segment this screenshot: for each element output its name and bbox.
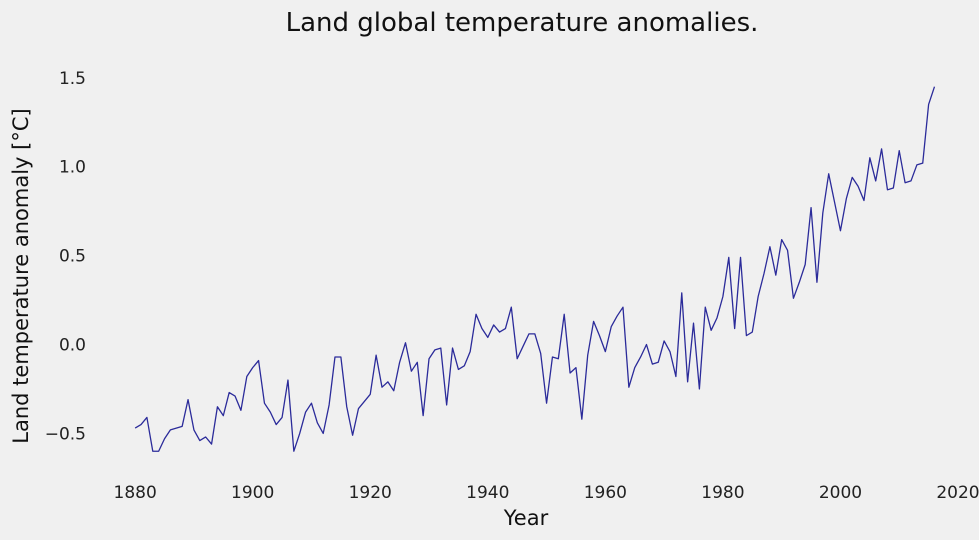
x-tick-label: 1960: [584, 483, 627, 503]
series-line: [134, 86, 936, 452]
y-tick-label: 0.0: [59, 336, 86, 356]
x-tick-label: 1980: [701, 483, 744, 503]
y-axis: −0.5 0.0 0.5 1.0 1.5: [45, 69, 86, 445]
x-tick-label: 1920: [349, 483, 392, 503]
series-group: [134, 86, 936, 452]
x-tick-label: 1900: [231, 483, 274, 503]
x-tick-label: 1880: [114, 483, 157, 503]
y-tick-label: −0.5: [45, 424, 86, 444]
y-tick-label: 1.0: [59, 158, 86, 178]
y-axis-label: Land temperature anomaly [°C]: [9, 108, 33, 443]
x-tick-label: 2000: [819, 483, 862, 503]
x-tick-label: 1940: [466, 483, 509, 503]
y-tick-label: 1.5: [59, 69, 86, 89]
y-tick-label: 0.5: [59, 247, 86, 267]
x-axis-label: Year: [503, 506, 549, 530]
chart-title: Land global temperature anomalies.: [286, 8, 759, 38]
x-axis: 1880 1900 1920 1940 1960 1980 2000 2020: [114, 483, 979, 503]
x-tick-label: 2020: [936, 483, 979, 503]
